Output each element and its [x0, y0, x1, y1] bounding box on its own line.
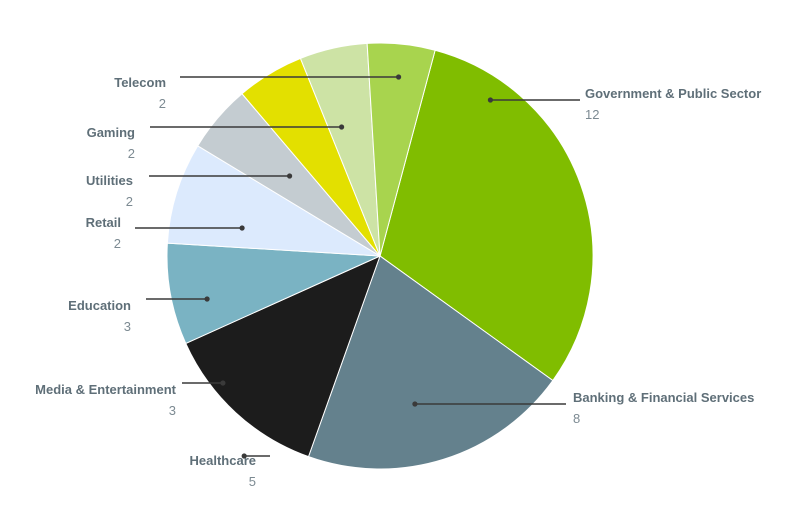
leader-dot-banking-and-financial-services [412, 401, 418, 407]
slice-value-government-and-public-sector: 12 [585, 107, 599, 122]
slice-label-education: Education [68, 298, 131, 313]
pie-slice-government-and-public-sector [379, 49, 594, 382]
pie-slices [166, 42, 594, 470]
slice-label-government-and-public-sector: Government & Public Sector [585, 86, 761, 101]
slice-value-gaming: 2 [128, 146, 135, 161]
leader-dot-education [204, 296, 210, 302]
leader-dot-media-and-entertainment [220, 380, 226, 386]
slice-label-gaming: Gaming [87, 125, 135, 140]
pie-slice-healthcare [185, 255, 381, 458]
leader-dot-utilities [287, 173, 293, 179]
leader-dot-telecom [396, 74, 402, 80]
slice-label-media-and-entertainment: Media & Entertainment [35, 382, 177, 397]
leader-dot-gaming [339, 124, 345, 130]
leader-dot-healthcare [241, 453, 247, 459]
slice-label-retail: Retail [86, 215, 121, 230]
slice-value-healthcare: 5 [249, 474, 256, 489]
slice-value-media-and-entertainment: 3 [169, 403, 176, 418]
slice-label-banking-and-financial-services: Banking & Financial Services [573, 390, 754, 405]
slice-value-education: 3 [124, 319, 131, 334]
pie-slice-media-and-entertainment [166, 242, 381, 345]
slice-value-utilities: 2 [126, 194, 133, 209]
slice-value-retail: 2 [114, 236, 121, 251]
pie-labels: Government & Public Sector 12 Banking & Fi… [35, 74, 761, 489]
slice-value-telecom: 2 [159, 96, 166, 111]
slice-value-banking-and-financial-services: 8 [573, 411, 580, 426]
slice-label-telecom: Telecom [114, 75, 166, 90]
leader-dot-government-and-public-sector [487, 97, 493, 103]
pie-slice-telecom [366, 42, 436, 257]
slice-label-utilities: Utilities [86, 173, 133, 188]
slice-label-healthcare: Healthcare [190, 453, 256, 468]
leader-dot-retail [239, 225, 245, 231]
